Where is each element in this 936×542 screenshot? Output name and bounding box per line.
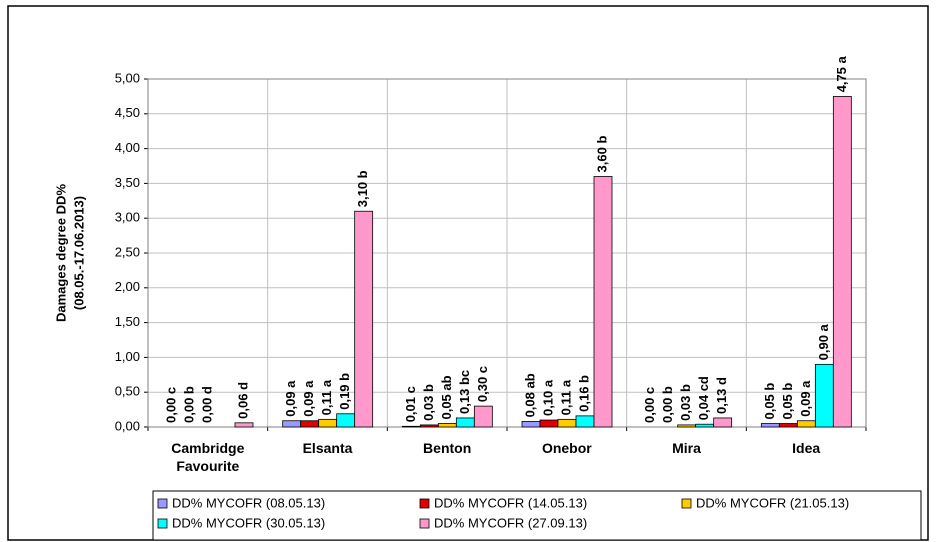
y-tick-label: 4,50 [115,105,140,120]
data-label: 0,03 b [421,384,436,421]
data-label: 0,13 d [714,377,729,414]
x-tick-label: Elsanta [302,440,353,456]
data-label: 0,00 c [642,387,657,423]
data-label: 0,00 b [181,386,196,423]
data-label: 0,11 a [319,379,334,415]
y-tick-label: 1,00 [115,349,140,364]
data-label: 0,30 c [475,366,490,402]
bar [760,423,780,428]
legend-box [152,490,922,541]
bar [354,210,374,428]
data-label: 3,10 b [355,170,370,207]
y-tick-label: 0,50 [115,384,140,399]
y-axis-title: (08.05.-17.06.2013) [71,196,86,310]
data-label: 0,08 ab [522,373,537,417]
bar [593,176,613,428]
data-label: 3,60 b [594,136,609,173]
bar [832,96,852,428]
legend-label: DD% MYCOFR (08.05.13) [172,495,325,510]
data-label: 0,90 a [816,323,831,360]
data-label: 0,05 ab [439,375,454,419]
x-tick-label: Cambridge Favourite [171,440,245,474]
y-tick-label: 3,50 [115,175,140,190]
bar [539,419,559,428]
data-label: 0,00 d [199,386,214,423]
legend-swatch [419,498,430,509]
legend-swatch [681,498,692,509]
data-label: 0,06 d [235,382,250,419]
bar [282,420,302,428]
data-label: 0,11 a [558,379,573,415]
data-label: 0,00 c [163,387,178,423]
data-label: 4,75 a [834,55,849,92]
bar [336,413,356,428]
data-label: 0,09 a [798,380,813,417]
data-label: 0,09 a [283,380,298,417]
y-tick-label: 1,50 [115,314,140,329]
bar [814,363,834,428]
x-tick-label: Idea [792,440,821,456]
legend-swatch [419,518,430,529]
bar [695,423,715,428]
bar [234,422,254,428]
legend-swatch [157,518,168,529]
bar [575,415,595,428]
bar [713,417,733,428]
data-label: 0,19 b [337,373,352,410]
legend-label: DD% MYCOFR (27.09.13) [434,515,587,530]
bar [401,425,421,428]
data-label: 0,04 cd [696,376,711,420]
bar [473,405,493,428]
bar [778,423,798,428]
y-axis-title: Damages degree DD% [53,184,68,322]
bar [677,424,697,428]
y-tick-label: 5,00 [115,70,140,85]
bar [521,421,541,428]
y-tick-label: 3,00 [115,210,140,225]
data-label: 0,01 c [403,386,418,422]
bar [455,417,475,428]
legend-label: DD% MYCOFR (30.05.13) [172,515,325,530]
y-tick-label: 2,00 [115,279,140,294]
y-tick-label: 4,00 [115,140,140,155]
data-label: 0,00 b [660,386,675,423]
x-tick-label: Benton [423,440,472,456]
legend-label: DD% MYCOFR (14.05.13) [434,495,587,510]
data-label: 0,13 bc [457,370,472,414]
bar [300,420,320,428]
legend-label: DD% MYCOFR (21.05.13) [696,495,849,510]
data-label: 0,05 b [780,383,795,420]
y-tick-label: 0,00 [115,418,140,433]
data-label: 0,09 a [301,380,316,417]
data-label: 0,16 b [576,375,591,412]
legend-swatch [157,498,168,509]
y-tick-label: 2,50 [115,244,140,259]
plot-frame [147,78,867,428]
bar [557,418,577,428]
bar [318,418,338,428]
bar [437,423,457,428]
x-tick-label: Mira [672,440,701,456]
data-label: 0,10 a [540,379,555,416]
bar [796,420,816,428]
bar [419,424,439,428]
data-label: 0,05 b [762,383,777,420]
x-tick-label: Onebor [541,440,592,456]
data-label: 0,03 b [678,384,693,421]
